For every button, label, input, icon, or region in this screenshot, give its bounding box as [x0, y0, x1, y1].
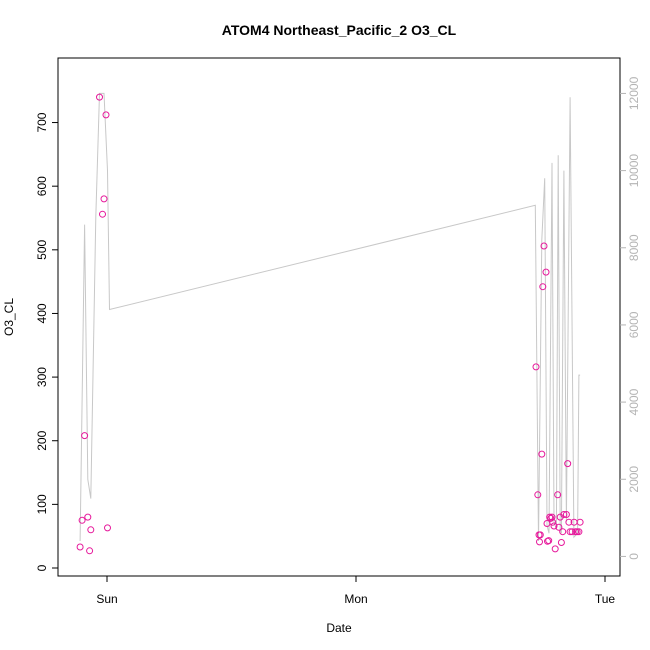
y-tick-label: 200: [35, 430, 49, 450]
data-point: [576, 518, 584, 526]
data-point: [536, 531, 544, 539]
data-point: [87, 526, 95, 534]
data-point: [539, 283, 547, 291]
data-point: [545, 537, 553, 545]
data-point: [549, 518, 557, 526]
data-point: [84, 513, 92, 521]
y2-tick-label: 2000: [627, 466, 641, 493]
data-point: [538, 450, 546, 458]
data-point: [564, 460, 572, 468]
plot-box: [57, 57, 621, 577]
data-point: [81, 432, 89, 440]
y2-tick-label: 12000: [627, 76, 641, 110]
data-point: [542, 268, 550, 276]
data-point: [96, 93, 103, 101]
data-point: [575, 528, 583, 536]
series-line: [79, 92, 581, 542]
data-point: [102, 111, 110, 119]
x-tick-label: Tue: [595, 592, 616, 606]
data-point: [560, 511, 568, 518]
axes-group: 0 100 200 300 400 500 600 700 0 2000 4000 6000 8000 1…: [35, 76, 641, 606]
data-point: [557, 539, 565, 546]
points-series-group: [76, 93, 584, 555]
y2-tick-label: 0: [627, 553, 641, 560]
data-point: [550, 522, 558, 530]
line-series-group: [79, 92, 581, 542]
x-axis-label: Date: [326, 621, 352, 635]
y-tick-label: 400: [35, 303, 49, 323]
data-point: [536, 538, 543, 546]
y2-tick-label: 8000: [627, 234, 641, 261]
data-point: [568, 528, 576, 536]
chart-title: ATOM4 Northeast_Pacific_2 O3_CL: [222, 22, 457, 38]
y-tick-label: 300: [35, 367, 49, 387]
data-point: [104, 524, 111, 532]
data-point: [540, 242, 548, 250]
data-point: [551, 545, 559, 553]
y-axis-label: O3_CL: [2, 298, 16, 336]
y-tick-label: 500: [35, 239, 49, 259]
y2-tick-label: 10000: [627, 154, 641, 188]
y2-tick-label: 6000: [627, 311, 641, 338]
data-point: [534, 491, 542, 499]
data-point: [555, 523, 563, 531]
y-tick-label: 100: [35, 494, 49, 514]
y-tick-label: 0: [35, 564, 49, 571]
data-point: [99, 210, 106, 218]
data-point: [565, 518, 573, 526]
data-point: [78, 516, 86, 524]
data-point: [544, 537, 551, 545]
data-point: [547, 514, 555, 522]
data-point: [532, 363, 540, 371]
data-point: [554, 491, 562, 499]
data-point: [100, 195, 108, 203]
data-point: [559, 528, 567, 536]
y2-tick-label: 4000: [627, 388, 641, 415]
y-tick-label: 600: [35, 176, 49, 196]
data-point: [562, 511, 570, 518]
data-point: [548, 513, 556, 521]
data-point: [86, 547, 94, 555]
y-tick-label: 700: [35, 112, 49, 132]
x-tick-label: Mon: [344, 592, 367, 606]
data-point: [76, 543, 84, 551]
x-tick-label: Sun: [96, 592, 117, 606]
data-point: [546, 513, 554, 521]
